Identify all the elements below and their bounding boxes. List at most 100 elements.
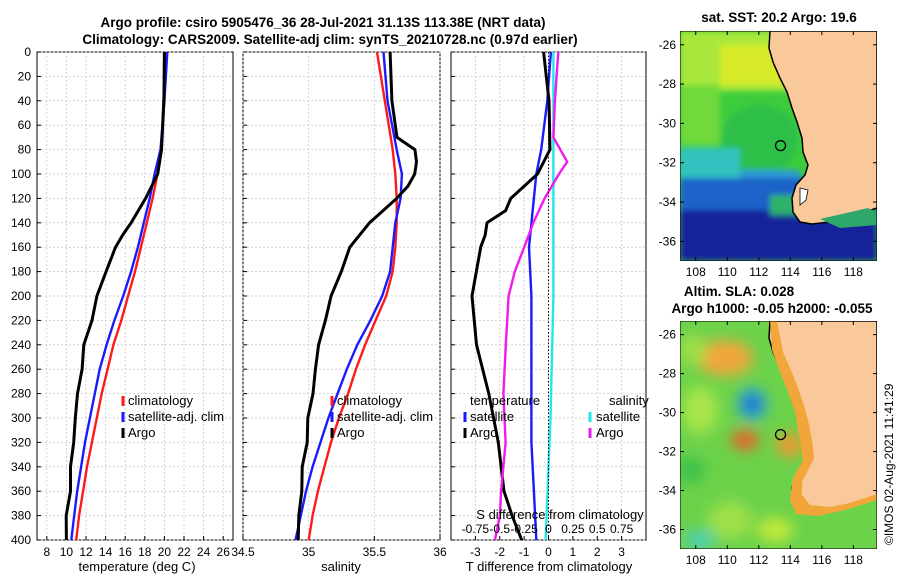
depth-tick-label: 340	[11, 460, 31, 474]
legend-header-temperature: temperature	[470, 393, 540, 408]
lon-tick-label: 112	[749, 265, 768, 279]
x-tick-label: 12	[79, 545, 93, 559]
legend-satellite-adj: satellite-adj. clim	[128, 409, 224, 424]
x-tick-label: 16	[119, 545, 133, 559]
s-tick-label: 0.5	[589, 522, 606, 536]
depth-tick-label: 200	[11, 289, 31, 303]
series-line-argo	[64, 51, 166, 541]
lat-tick-label: -26	[659, 38, 677, 52]
depth-tick-label: 40	[18, 94, 32, 108]
difference-legend: temperature salinity satellite Argo sate…	[463, 393, 649, 440]
difference-grid	[451, 51, 646, 541]
depth-tick-label: 280	[11, 387, 31, 401]
coastal-sla	[770, 321, 877, 516]
t-difference-x-ticks: -3 -2 -1 0 1 2 3	[470, 545, 625, 559]
s-tick-label: -0.75	[462, 522, 490, 536]
lat-tick-label: -34	[659, 195, 677, 209]
s-difference-label: S difference from climatology	[476, 507, 644, 522]
lon-tick-label: 112	[749, 553, 768, 567]
depth-tick-label: 120	[11, 191, 31, 205]
legend-argo: Argo	[337, 425, 364, 440]
depth-tick-label: 400	[11, 533, 31, 547]
series-line-argo	[296, 51, 418, 541]
lon-tick-label: 108	[686, 265, 706, 279]
depth-tick-label: 300	[11, 411, 31, 425]
land-detail	[799, 187, 809, 206]
legend-t-argo: Argo	[470, 425, 497, 440]
series-line-climatology	[307, 51, 398, 541]
lon-tick-label: 116	[812, 553, 831, 567]
s-tick-label: 0.75	[610, 522, 634, 536]
lat-tick-label: -36	[659, 523, 677, 537]
legend-climatology: climatology	[337, 393, 403, 408]
legend-climatology: climatology	[128, 393, 194, 408]
difference-series	[470, 51, 569, 541]
lat-tick-label: -26	[659, 328, 677, 342]
salinity-x-ticks: 34.5 35 35.5 36	[231, 545, 447, 559]
depth-tick-label: 160	[11, 240, 31, 254]
x-tick-label: 34.5	[231, 545, 255, 559]
x-tick-label: 26	[217, 545, 231, 559]
series-line-t-satellite	[527, 51, 553, 541]
sla-map	[680, 321, 877, 549]
series-line-satellite-adj-clim	[70, 51, 169, 541]
legend-argo: Argo	[128, 425, 155, 440]
x-tick-label: 14	[99, 545, 113, 559]
x-tick-label: 35	[302, 545, 316, 559]
lon-tick-label: 108	[686, 553, 706, 567]
depth-tick-label: 0	[24, 45, 31, 59]
temperature-grid	[37, 51, 233, 541]
x-tick-label: -3	[470, 545, 481, 559]
legend-s-satellite: satellite	[596, 409, 640, 424]
lon-tick-label: 114	[781, 553, 800, 567]
series-line-t-argo	[470, 51, 552, 541]
argo-float-marker	[774, 428, 787, 441]
x-tick-label: 36	[433, 545, 447, 559]
series-line-satellite-adj-clim	[294, 51, 404, 541]
temperature-x-ticks: 8 10 12 14 16 18 20 22 24 26	[43, 545, 230, 559]
x-tick-label: 3	[618, 545, 625, 559]
sla-map-title: Altim. SLA: 0.028	[684, 284, 795, 299]
temperature-legend: climatology satellite-adj. clim Argo	[121, 393, 224, 440]
sla-map-subtitle: Argo h1000: -0.05 h2000: -0.055	[671, 301, 873, 316]
sst-map	[680, 31, 877, 261]
lat-tick-label: -28	[659, 367, 677, 381]
depth-tick-label: 220	[11, 313, 31, 327]
lat-tick-label: -34	[659, 484, 677, 498]
lon-tick-label: 114	[781, 265, 800, 279]
depth-tick-label: 140	[11, 216, 31, 230]
x-tick-label: 1	[570, 545, 577, 559]
s-tick-label: -0.25	[510, 522, 538, 536]
lat-tick-label: -32	[659, 445, 677, 459]
lon-tick-label: 110	[718, 553, 737, 567]
legend-t-satellite: satellite	[470, 409, 514, 424]
temperature-xlabel: temperature (deg C)	[78, 559, 195, 574]
figure-title-line2: Climatology: CARS2009. Satellite-adj cli…	[82, 32, 577, 47]
x-tick-label: 18	[138, 545, 152, 559]
lat-tick-label: -30	[659, 116, 677, 130]
x-tick-label: 35.5	[363, 545, 387, 559]
x-tick-label: 20	[158, 545, 172, 559]
depth-tick-label: 180	[11, 265, 31, 279]
shelf-waters	[820, 208, 877, 228]
legend-s-argo: Argo	[596, 425, 623, 440]
x-tick-label: 8	[43, 545, 50, 559]
lon-tick-label: 116	[812, 265, 831, 279]
depth-tick-label: 100	[11, 167, 31, 181]
lat-tick-label: -32	[659, 156, 677, 170]
legend-satellite-adj: satellite-adj. clim	[337, 409, 433, 424]
imos-timestamp: ©IMOS 02-Aug-2021 11:41:29	[882, 383, 896, 545]
lon-tick-label: 110	[718, 265, 737, 279]
depth-tick-label: 20	[18, 69, 32, 83]
s-tick-label: -0.5	[489, 522, 510, 536]
x-tick-label: 0	[545, 545, 552, 559]
lat-tick-label: -36	[659, 234, 677, 248]
x-tick-label: 22	[177, 545, 191, 559]
sst-map-lat-ticks: -26 -28 -30 -32 -34 -36	[659, 38, 877, 248]
salinity-xlabel: salinity	[321, 559, 361, 574]
lon-tick-label: 118	[844, 553, 863, 567]
x-tick-label: 10	[60, 545, 74, 559]
salinity-legend: climatology satellite-adj. clim Argo	[330, 393, 433, 440]
lat-tick-label: -30	[659, 406, 677, 420]
